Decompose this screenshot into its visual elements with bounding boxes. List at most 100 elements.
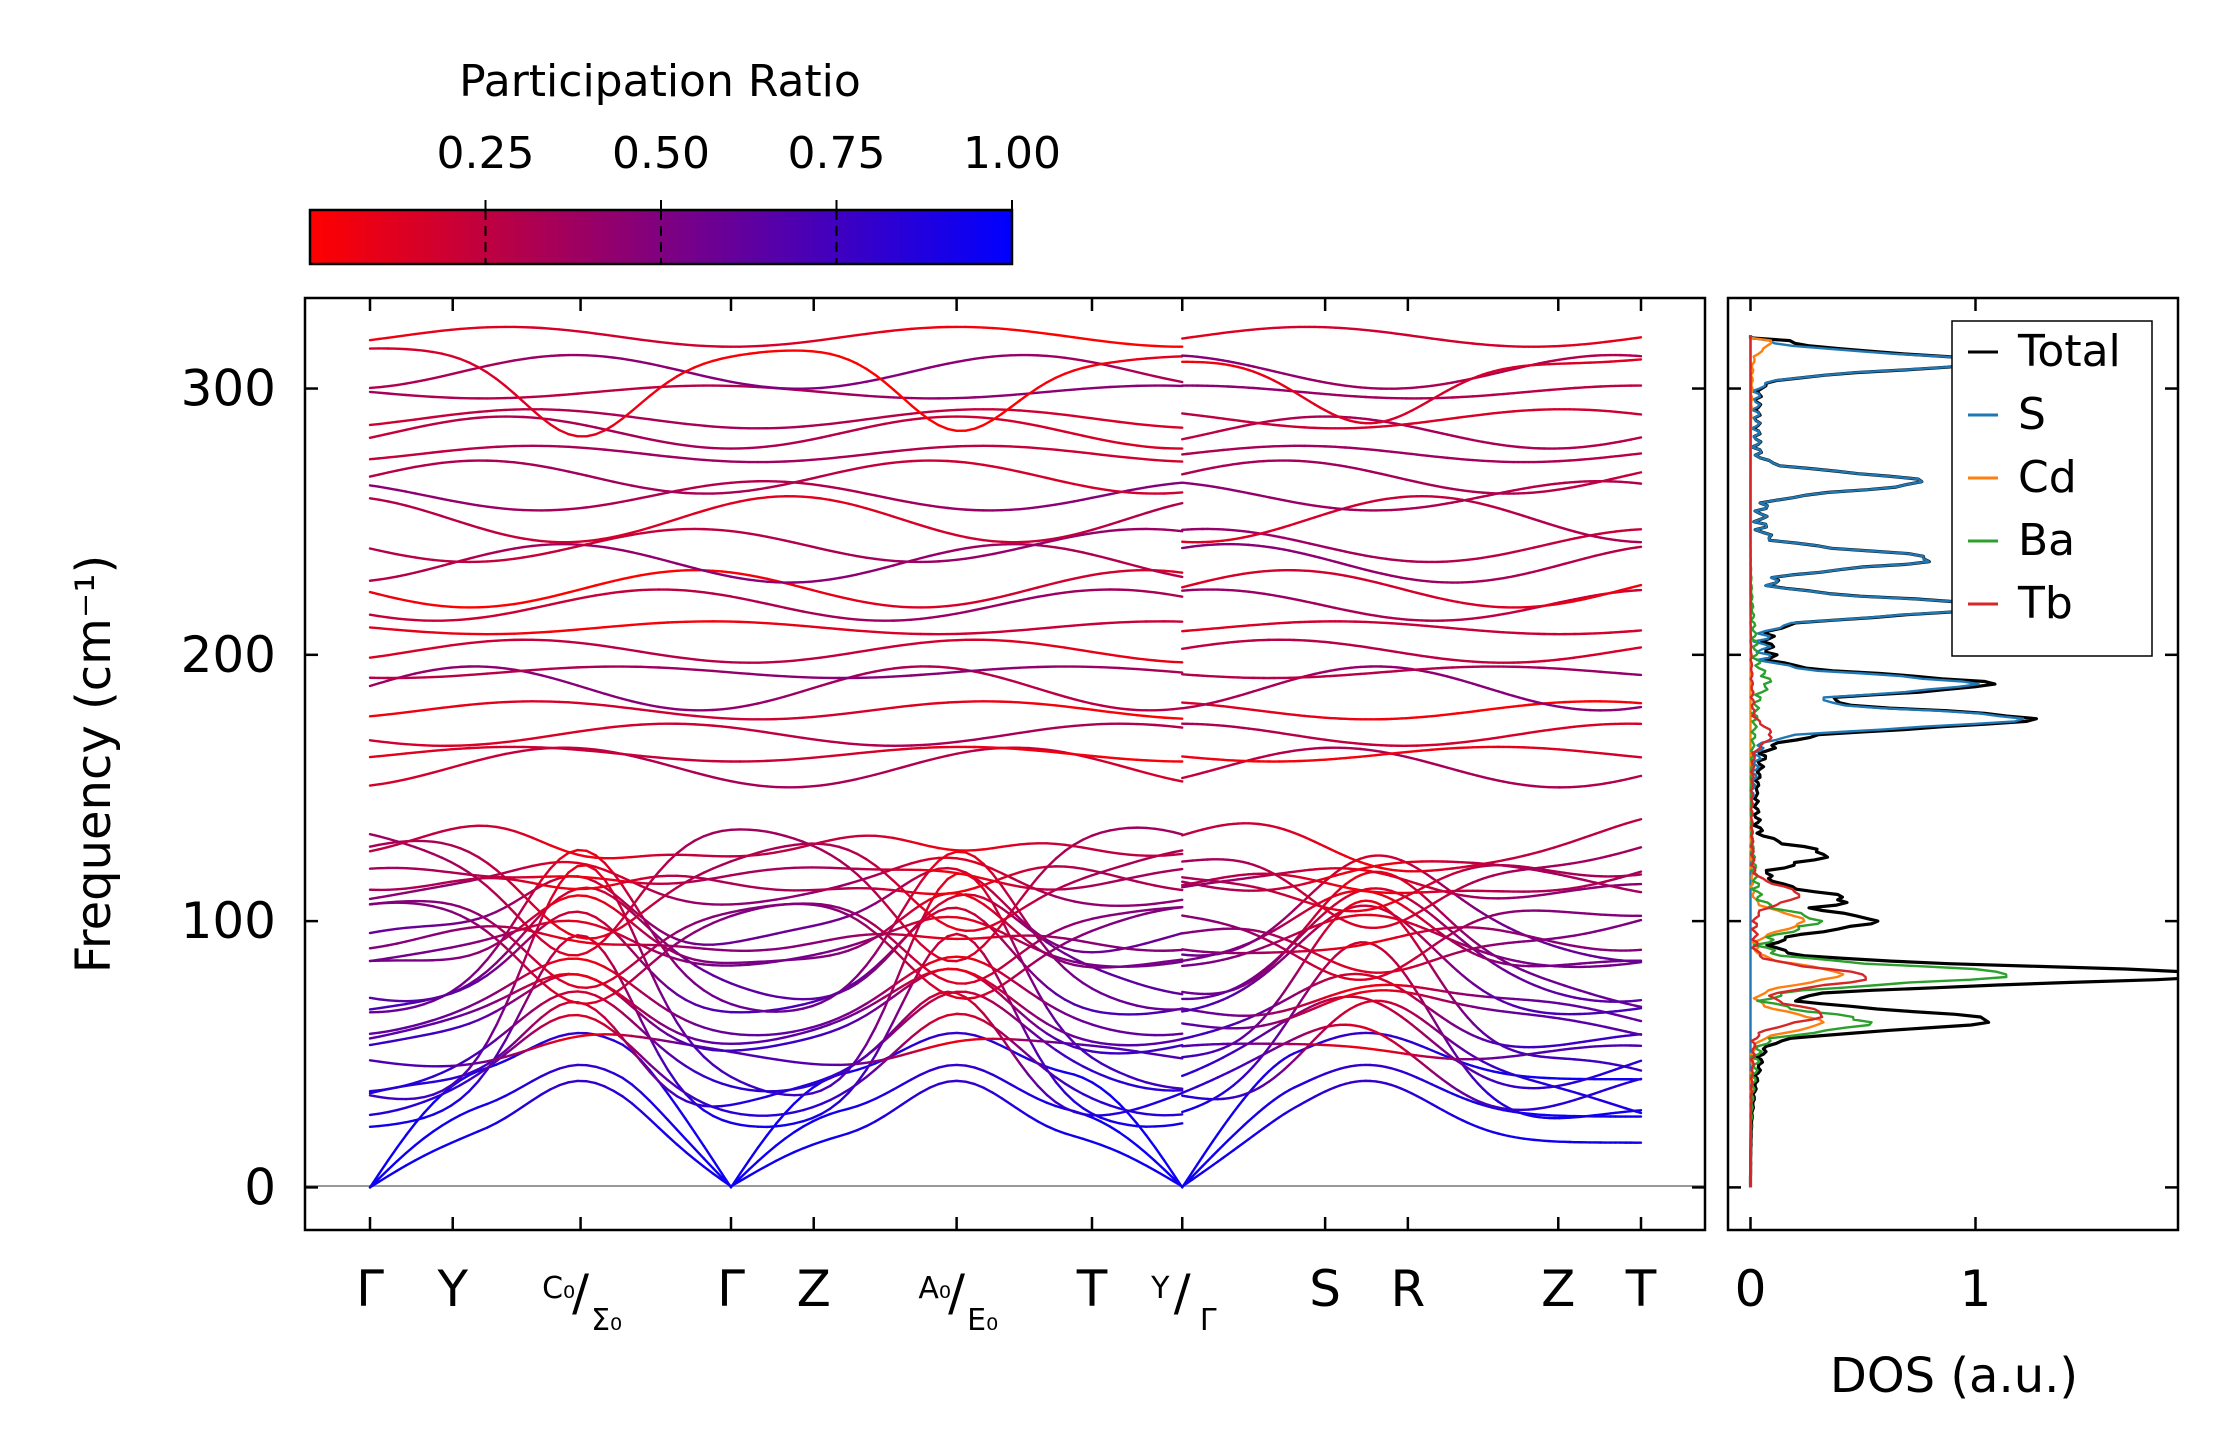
phonon-band-segment <box>729 1102 742 1107</box>
phonon-band-segment <box>540 539 552 543</box>
phonon-band-segment <box>513 975 525 984</box>
phonon-band-segment <box>1072 1110 1085 1116</box>
phonon-band-segment <box>1108 972 1121 979</box>
phonon-band-segment <box>585 876 597 880</box>
phonon-band-segment <box>729 1085 742 1090</box>
phonon-band-segment <box>684 366 697 373</box>
phonon-band-segment <box>919 326 931 330</box>
phonon-band-segment <box>738 1048 751 1052</box>
phonon-band-segment <box>829 615 841 619</box>
phonon-band-segment <box>684 955 697 961</box>
phonon-band-segment <box>1054 355 1067 359</box>
phonon-band-segment <box>377 1168 390 1180</box>
phonon-band-segment <box>756 934 769 939</box>
phonon-band-segment <box>928 446 940 450</box>
phonon-band-segment <box>504 942 516 955</box>
phonon-band-segment <box>468 1130 480 1137</box>
phonon-band-segment <box>738 596 751 602</box>
phonon-band-segment <box>729 500 742 505</box>
phonon-band-segment <box>792 757 805 761</box>
phonon-band-segment <box>847 467 859 472</box>
phonon-band-segment <box>865 924 877 935</box>
phonon-band-segment <box>811 496 823 500</box>
phonon-band-segment <box>585 687 597 693</box>
phonon-band-segment <box>567 850 579 856</box>
phonon-band-segment <box>910 1073 922 1081</box>
phonon-band-segment <box>847 1128 859 1135</box>
phonon-band-segment <box>639 1008 651 1018</box>
phonon-band-segment <box>1009 639 1021 644</box>
phonon-band-segment <box>1072 706 1085 710</box>
phonon-band-segment <box>711 504 724 510</box>
phonon-band-segment <box>1054 535 1067 540</box>
phonon-band-segment <box>468 925 480 929</box>
phonon-band-segment <box>386 955 399 960</box>
phonon-band-segment <box>756 1039 769 1044</box>
phonon-band-segment <box>450 370 462 376</box>
phonon-band-segment <box>558 1032 570 1038</box>
phonon-band-segment <box>386 942 399 947</box>
phonon-band-segment <box>666 366 679 371</box>
phonon-band-segment <box>928 415 940 419</box>
phonon-band-segment <box>1036 1039 1049 1043</box>
phonon-band-segment <box>531 930 543 942</box>
phonon-band-segment <box>811 457 823 462</box>
phonon-band-segment <box>865 932 877 936</box>
phonon-band-segment <box>549 1083 561 1091</box>
phonon-band-segment <box>1153 1010 1166 1015</box>
phonon-band-segment <box>811 940 823 945</box>
phonon-band-segment <box>1135 422 1148 427</box>
phonon-band-segment <box>973 883 985 890</box>
phonon-band-segment <box>738 1174 751 1183</box>
phonon-band-segment <box>413 1095 426 1100</box>
phonon-band-segment <box>1117 757 1130 761</box>
phonon-band-segment <box>901 518 913 524</box>
phonon-band-segment <box>1036 977 1049 989</box>
phonon-band-segment <box>901 747 913 751</box>
phonon-band-segment <box>1009 948 1021 961</box>
phonon-band-segment <box>973 1015 985 1023</box>
phonon-band-segment <box>1036 747 1049 751</box>
phonon-band-segment <box>386 1108 399 1114</box>
phonon-band-segment <box>1135 713 1148 718</box>
phonon-band-segment <box>612 334 624 339</box>
phonon-band-segment <box>1045 581 1058 587</box>
phonon-band-segment <box>792 893 805 898</box>
phonon-band-segment <box>1027 1054 1040 1065</box>
phonon-band-segment <box>919 917 931 923</box>
phonon-band-segment <box>1135 343 1148 347</box>
phonon-band-segment <box>404 1001 417 1006</box>
phonon-band-segment <box>1036 1084 1049 1097</box>
phonon-band-segment <box>901 327 913 331</box>
phonon-band-segment <box>1054 936 1067 940</box>
phonon-band-segment <box>1135 1104 1148 1111</box>
phonon-band-segment <box>829 947 841 953</box>
phonon-band-segment <box>738 727 751 731</box>
phonon-band-segment <box>738 1041 751 1045</box>
phonon-band-segment <box>386 430 399 436</box>
phonon-band-segment <box>594 581 606 587</box>
phonon-band-segment <box>901 1044 913 1052</box>
phonon-band-segment <box>684 1064 697 1073</box>
phonon-band-segment <box>386 627 399 632</box>
phonon-band-segment <box>1027 968 1040 981</box>
phonon-band-segment <box>1099 943 1112 948</box>
phonon-band-segment <box>413 464 426 469</box>
phonon-band-segment <box>865 492 877 497</box>
phonon-band-segment <box>666 1092 679 1108</box>
phonon-band-segment <box>964 535 976 541</box>
phonon-band-segment <box>847 617 859 621</box>
phonon-band-segment <box>1072 1060 1085 1068</box>
phonon-band-segment <box>1303 952 1311 963</box>
phonon-band-segment <box>1081 1048 1094 1053</box>
phonon-band-segment <box>1153 375 1166 380</box>
phonon-band-segment <box>422 646 435 651</box>
phonon-band-segment <box>504 1023 516 1034</box>
phonon-band-segment <box>1126 979 1139 985</box>
phonon-band-segment <box>955 547 967 552</box>
phonon-band-segment <box>991 845 1003 850</box>
phonon-band-segment <box>801 687 814 693</box>
phonon-band-segment <box>883 667 895 672</box>
phonon-band-segment <box>1117 1080 1130 1086</box>
phonon-band-segment <box>1036 642 1049 647</box>
